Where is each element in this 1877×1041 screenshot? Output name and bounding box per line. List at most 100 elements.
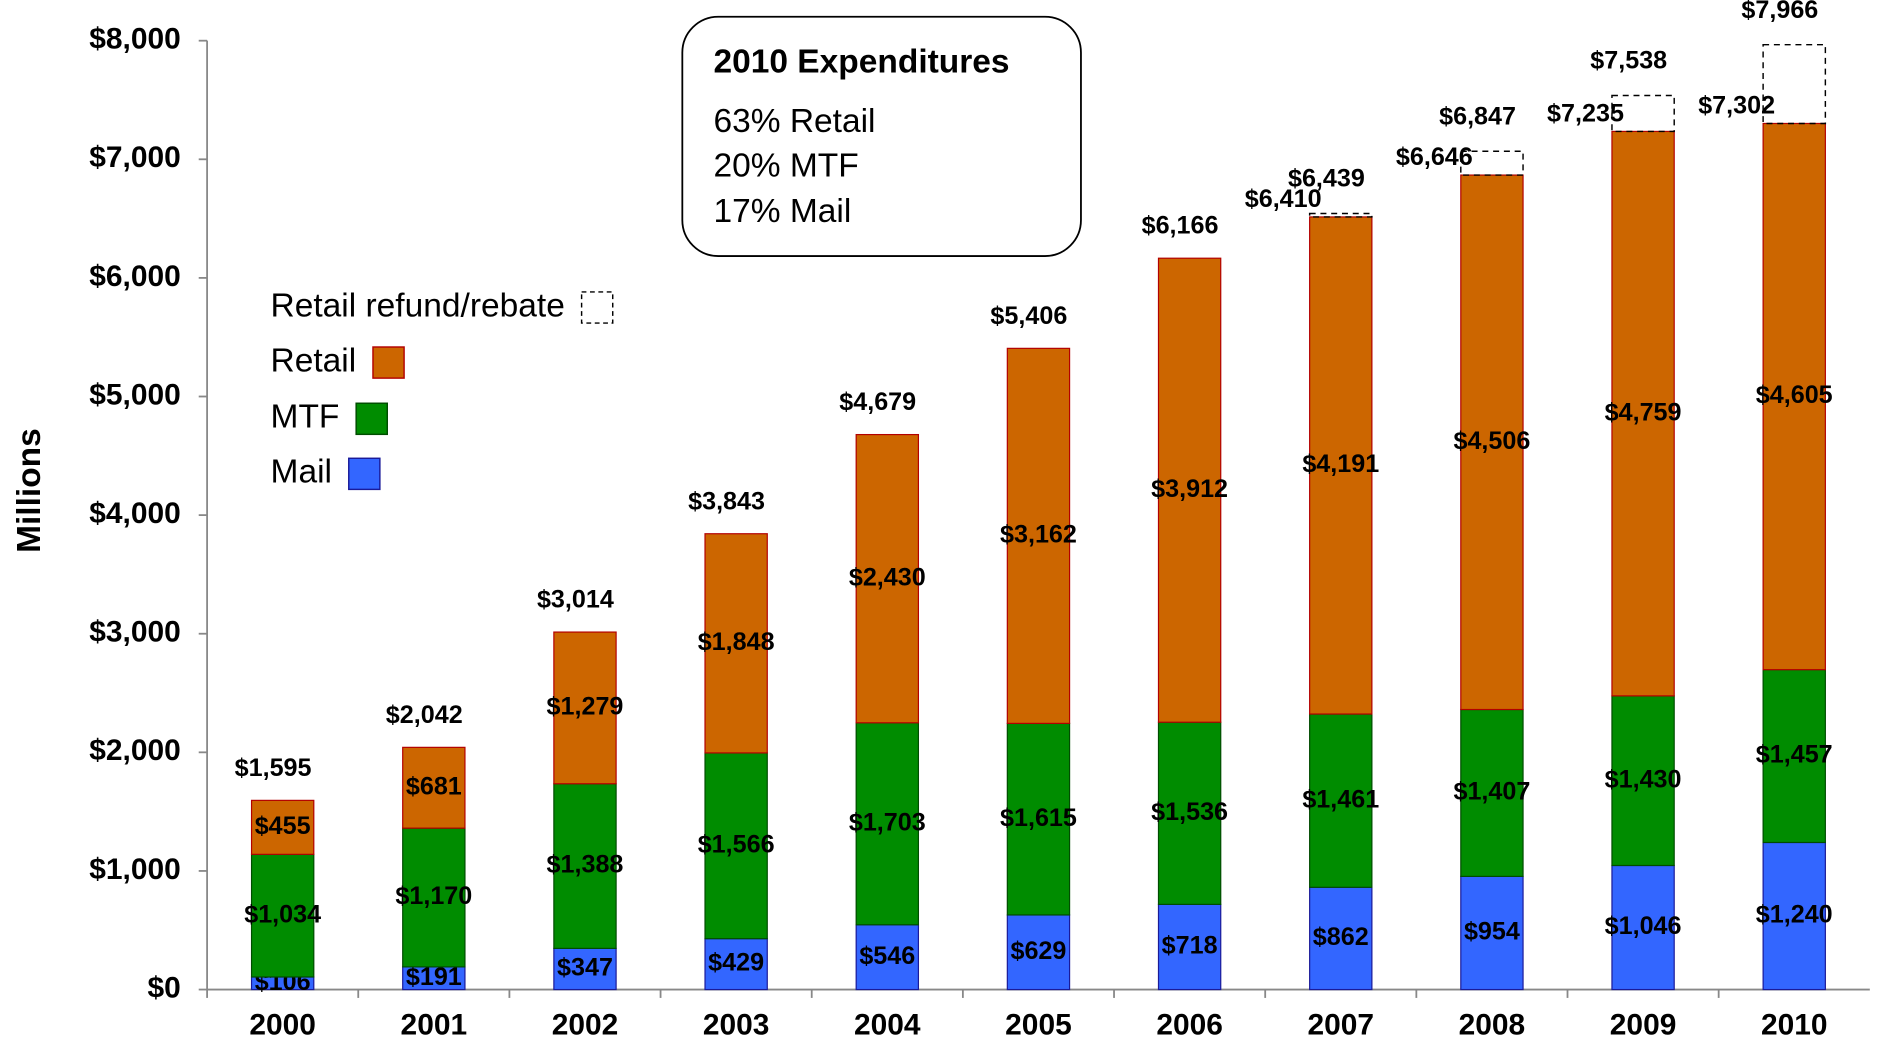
data-label: $681 xyxy=(406,772,462,800)
x-tick-label: 2005 xyxy=(1005,1009,1072,1041)
data-label: $862 xyxy=(1313,923,1369,951)
y-tick-label: $7,000 xyxy=(89,141,181,174)
bar-segment xyxy=(250,799,315,855)
bar-segment xyxy=(250,853,315,978)
bar-segment xyxy=(1762,841,1826,991)
bar-segment xyxy=(1157,903,1222,991)
data-label: $1,170 xyxy=(395,882,472,910)
bar-segment xyxy=(1157,257,1222,723)
x-tick-label: 2001 xyxy=(401,1009,468,1041)
y-tick-label: $8,000 xyxy=(89,23,181,56)
total-label: $6,439 xyxy=(1288,165,1365,193)
bar-segment xyxy=(553,783,617,949)
total-label: $6,847 xyxy=(1439,102,1516,130)
x-tick-label: 2006 xyxy=(1156,1009,1223,1041)
bar-segment xyxy=(1309,216,1373,715)
data-label: $4,605 xyxy=(1756,381,1833,409)
bar-segment xyxy=(553,631,617,785)
total-label: $1,595 xyxy=(235,754,312,782)
bar-segment xyxy=(1309,886,1373,991)
data-label: $1,703 xyxy=(849,808,926,836)
refund-segment xyxy=(1611,94,1675,133)
bar-segment xyxy=(1006,722,1071,916)
x-tick-label: 2009 xyxy=(1610,1009,1677,1041)
annotation-line: 17% Mail xyxy=(713,193,851,230)
y-tick-label: $2,000 xyxy=(89,734,181,767)
bar-segment xyxy=(1611,130,1675,697)
refund-segment xyxy=(1308,212,1373,218)
total-label: $3,843 xyxy=(688,487,765,515)
total-label: $7,538 xyxy=(1590,47,1667,75)
total-label: $6,410 xyxy=(1245,185,1322,213)
bar-segment xyxy=(855,433,920,724)
annotation-line: 20% MTF xyxy=(713,147,858,184)
y-axis-label: Millions xyxy=(11,428,48,553)
bar-segment xyxy=(1006,347,1071,724)
total-label: $7,966 xyxy=(1741,0,1818,24)
bar-segment xyxy=(1460,875,1524,991)
x-tick-label: 2003 xyxy=(703,1009,770,1041)
bar-segment xyxy=(855,722,920,926)
data-label: $4,759 xyxy=(1605,398,1682,426)
data-label: $4,506 xyxy=(1453,427,1530,455)
data-label: $546 xyxy=(859,942,915,970)
y-tick-label: $1,000 xyxy=(89,853,181,886)
bar-segment xyxy=(1460,174,1524,711)
bar-segment xyxy=(553,947,617,991)
bar-segment xyxy=(1611,695,1675,867)
y-tick-label: $0 xyxy=(147,971,180,1004)
data-label: $629 xyxy=(1010,937,1066,965)
total-label: $3,014 xyxy=(537,586,614,614)
data-label: $3,162 xyxy=(1000,521,1077,549)
bar-segment xyxy=(402,746,466,829)
data-label: $1,279 xyxy=(547,693,624,721)
bar-segment xyxy=(855,924,920,991)
bar-segment xyxy=(704,752,768,940)
legend-label: Retail refund/rebate xyxy=(271,287,565,324)
y-tick-label: $5,000 xyxy=(89,378,181,411)
bar-segment xyxy=(1611,864,1675,991)
data-label: $1,388 xyxy=(547,851,624,879)
legend-label: MTF xyxy=(271,399,340,436)
bar-segment xyxy=(1309,713,1373,888)
data-label: $455 xyxy=(255,812,311,840)
y-tick-label: $4,000 xyxy=(89,497,181,530)
annotation-title: 2010 Expenditures xyxy=(713,43,1009,80)
data-label: $1,046 xyxy=(1605,912,1682,940)
bar-segment xyxy=(704,533,768,754)
bar-segment xyxy=(1157,721,1222,905)
refund-segment xyxy=(1762,43,1827,125)
annotation-box xyxy=(681,15,1082,257)
data-label: $429 xyxy=(708,949,764,977)
legend-label: Mail xyxy=(271,454,332,491)
data-label: $1,430 xyxy=(1605,765,1682,793)
x-tick-label: 2010 xyxy=(1761,1009,1828,1041)
data-label: $1,848 xyxy=(698,628,775,656)
total-label: $7,302 xyxy=(1698,91,1775,119)
x-tick-label: 2000 xyxy=(249,1009,316,1041)
total-label: $6,166 xyxy=(1142,212,1219,240)
total-label: $6,646 xyxy=(1396,143,1473,171)
total-label: $5,406 xyxy=(990,302,1067,330)
data-label: $718 xyxy=(1162,932,1218,960)
data-label: $1,615 xyxy=(1000,804,1077,832)
data-label: $954 xyxy=(1464,918,1520,946)
legend-swatch xyxy=(372,346,405,379)
total-label: $2,042 xyxy=(386,701,463,729)
legend-label: Retail xyxy=(271,342,357,379)
x-tick-label: 2007 xyxy=(1307,1009,1374,1041)
data-label: $1,457 xyxy=(1756,741,1833,769)
x-tick-label: 2004 xyxy=(854,1009,921,1041)
bar-segment xyxy=(1762,122,1826,671)
data-label: $1,034 xyxy=(244,900,321,928)
annotation-line: 63% Retail xyxy=(713,103,875,140)
legend-swatch xyxy=(580,291,614,324)
data-label: $347 xyxy=(557,954,613,982)
bar-segment xyxy=(1460,708,1524,877)
data-label: $4,191 xyxy=(1302,450,1379,478)
total-label: $4,679 xyxy=(839,388,916,416)
data-label: $1,461 xyxy=(1302,785,1379,813)
bar-segment xyxy=(1006,914,1071,991)
total-label: $7,235 xyxy=(1547,99,1624,127)
